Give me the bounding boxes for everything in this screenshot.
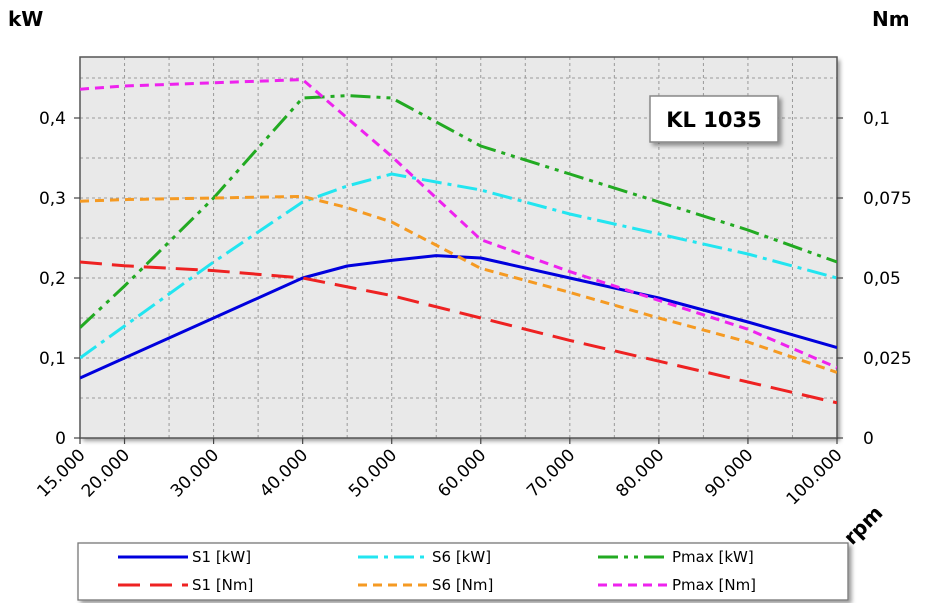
left-tick-label: 0,4 (39, 109, 66, 129)
right-tick-label: 0,075 (863, 189, 912, 209)
series-lines (80, 78, 837, 405)
right-tick-labels: 0 0,025 0,05 0,075 0,1 (837, 109, 912, 449)
left-tick-label: 0,2 (39, 269, 66, 289)
x-tick-label: 100.000 (783, 445, 847, 509)
legend-label: S1 [Nm] (192, 576, 253, 594)
legend-label: Pmax [Nm] (672, 576, 756, 594)
x-tick-label: 20.000 (78, 445, 134, 501)
series-line-pmax-kw (80, 94, 837, 329)
x-axis-label: rpm (839, 501, 888, 550)
right-tick-label: 0 (863, 429, 874, 449)
legend: S1 [kW] S6 [kW] Pmax [kW] S1 [Nm] S6 [Nm] Pma… (77, 542, 849, 601)
x-tick-label: 70.000 (523, 445, 579, 501)
left-tick-label: 0,1 (39, 349, 66, 369)
right-tick-label: 0,05 (863, 269, 901, 289)
x-tick-label: 30.000 (167, 445, 223, 501)
series-line-s6-kw (80, 172, 837, 360)
right-tick-label: 0,025 (863, 349, 912, 369)
series-line-pmax-nm (80, 78, 837, 369)
model-badge-text: KL 1035 (666, 108, 761, 132)
legend-label: S6 [Nm] (432, 576, 493, 594)
left-tick-labels: 0 0,1 0,2 0,3 0,4 (39, 109, 80, 449)
series-line-s1-kw (80, 254, 837, 380)
x-tick-label: 40.000 (256, 445, 312, 501)
series-line-s6-nm (80, 194, 837, 374)
x-tick-label: 50.000 (345, 445, 401, 501)
right-tick-label: 0,1 (863, 109, 890, 129)
plot-border (79, 56, 838, 439)
right-axis-label: Nm (872, 7, 910, 31)
x-tick-label: 15.000 (33, 445, 89, 501)
left-tick-label: 0,3 (39, 189, 66, 209)
left-axis-label: kW (8, 7, 43, 31)
model-badge: KL 1035 (649, 95, 779, 143)
left-tick-label: 0 (55, 429, 66, 449)
legend-label: S1 [kW] (192, 548, 251, 566)
series-line-s1-nm (80, 260, 837, 405)
legend-label: Pmax [kW] (672, 548, 754, 566)
x-tick-label: 60.000 (434, 445, 490, 501)
legend-label: S6 [kW] (432, 548, 491, 566)
x-tick-label: 90.000 (701, 445, 757, 501)
x-tick-label: 80.000 (612, 445, 668, 501)
grid (79, 57, 838, 439)
